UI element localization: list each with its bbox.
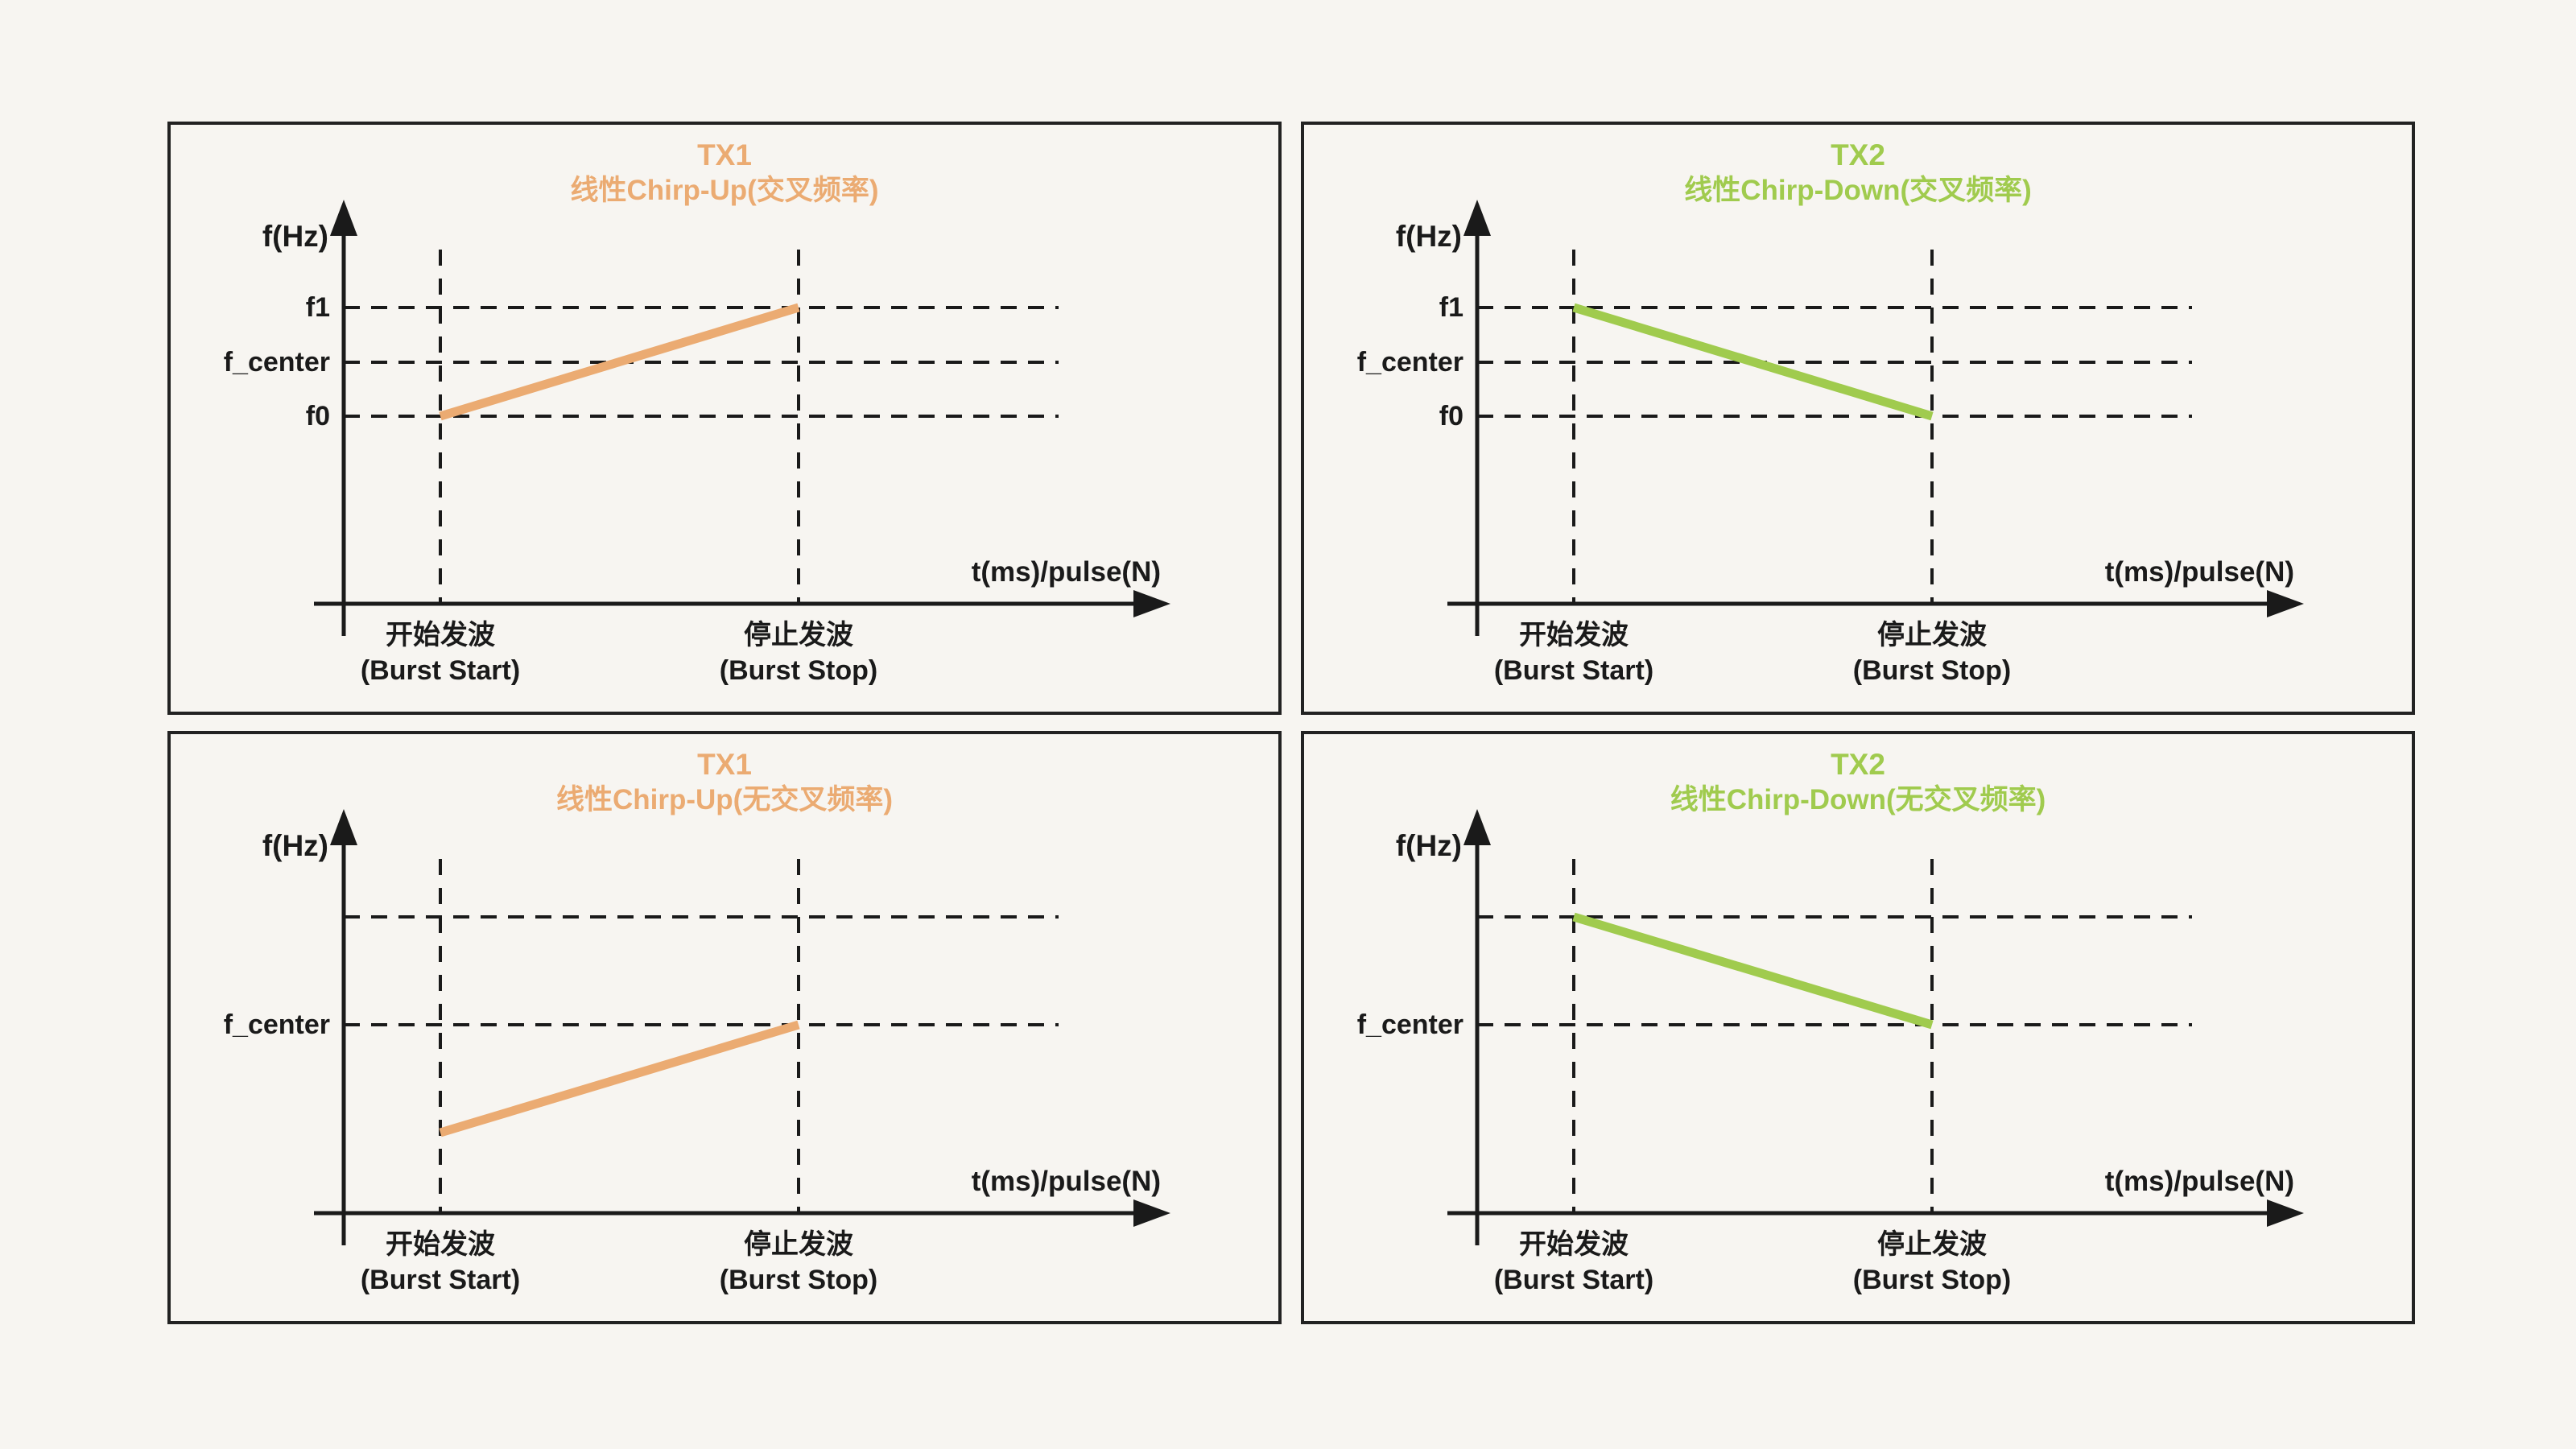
x-axis-label: t(ms)/pulse(N) <box>2104 556 2294 588</box>
burst-stop-en: (Burst Stop) <box>719 655 878 686</box>
chirp-line-tx2-down <box>1572 912 1934 1030</box>
burst-start-zh: 开始发波 <box>1519 620 1629 650</box>
burst-start-en: (Burst Start) <box>360 1265 521 1295</box>
burst-start-en: (Burst Start) <box>1493 1265 1654 1295</box>
burst-start-label: 开始发波 (Burst Start) <box>239 617 642 688</box>
x-axis-arrow-icon <box>2267 1199 2304 1227</box>
x-axis-arrow-icon <box>1133 1199 1170 1227</box>
level-label-f0: f0 <box>305 401 330 431</box>
panel-subtitle: 线性Chirp-Down(无交叉频率) <box>1670 784 2046 815</box>
panel-tx2-chirp-down-no-crossing: TX2 线性Chirp-Down(无交叉频率) f(Hz) f_center t… <box>1301 731 2415 1324</box>
level-label-f-center: f_center <box>223 1009 330 1040</box>
panel-tx1-chirp-up-no-crossing: TX1 线性Chirp-Up(无交叉频率) f(Hz) f_center t(m… <box>167 731 1282 1324</box>
plot-canvas <box>1447 200 2304 636</box>
panel-title: TX2 <box>1831 138 1885 171</box>
y-axis-label: f(Hz) <box>1395 220 1462 253</box>
level-label-f1: f1 <box>1439 292 1463 323</box>
x-axis-label: t(ms)/pulse(N) <box>2104 1166 2294 1197</box>
panel-subtitle: 线性Chirp-Down(交叉频率) <box>1684 175 2032 206</box>
chirp-line-tx1-up <box>439 303 800 421</box>
burst-start-zh: 开始发波 <box>386 1229 495 1260</box>
burst-start-label: 开始发波 (Burst Start) <box>239 1227 642 1298</box>
level-label-f-center: f_center <box>223 347 330 378</box>
x-axis-arrow-icon <box>1133 590 1170 617</box>
burst-stop-zh: 停止发波 <box>1877 620 1987 650</box>
panel-subtitle: 线性Chirp-Up(无交叉频率) <box>555 784 893 815</box>
x-axis-arrow-icon <box>2267 590 2304 617</box>
panel-tx1-chirp-up-crossing: TX1 线性Chirp-Up(交叉频率) f(Hz) f1 f_center f… <box>167 122 1282 715</box>
y-axis-arrow-icon <box>1463 200 1491 236</box>
panel-title-block: TX2 线性Chirp-Down(交叉频率) <box>1304 138 2412 208</box>
plot-canvas <box>1447 809 2304 1245</box>
x-axis-label: t(ms)/pulse(N) <box>971 556 1161 588</box>
y-axis-label: f(Hz) <box>1395 829 1462 862</box>
burst-stop-en: (Burst Stop) <box>1852 655 2012 686</box>
burst-stop-label: 停止发波 (Burst Stop) <box>597 617 1000 688</box>
burst-stop-label: 停止发波 (Burst Stop) <box>597 1227 1000 1298</box>
level-label-f-center: f_center <box>1356 347 1463 378</box>
x-axis-label: t(ms)/pulse(N) <box>971 1166 1161 1197</box>
burst-start-zh: 开始发波 <box>1519 1229 1629 1260</box>
level-label-f1: f1 <box>305 292 330 323</box>
panel-title-block: TX1 线性Chirp-Up(无交叉频率) <box>171 747 1278 818</box>
y-axis-arrow-icon <box>1463 809 1491 845</box>
burst-stop-en: (Burst Stop) <box>1852 1265 2012 1295</box>
burst-stop-zh: 停止发波 <box>744 620 853 650</box>
panel-subtitle: 线性Chirp-Up(交叉频率) <box>570 175 879 206</box>
burst-stop-label: 停止发波 (Burst Stop) <box>1731 1227 2133 1298</box>
burst-start-label: 开始发波 (Burst Start) <box>1373 617 1775 688</box>
panel-title-block: TX1 线性Chirp-Up(交叉频率) <box>171 138 1278 208</box>
burst-stop-zh: 停止发波 <box>1877 1229 1987 1260</box>
burst-start-en: (Burst Start) <box>360 655 521 686</box>
panel-tx2-chirp-down-crossing: TX2 线性Chirp-Down(交叉频率) f(Hz) f1 f_center… <box>1301 122 2415 715</box>
y-axis-arrow-icon <box>330 200 357 236</box>
chirp-line-tx1-up <box>439 1020 800 1137</box>
chirp-line-tx2-down <box>1572 303 1934 421</box>
level-label-f-center: f_center <box>1356 1009 1463 1040</box>
y-axis-label: f(Hz) <box>262 220 328 253</box>
y-axis-label: f(Hz) <box>262 829 328 862</box>
panel-title-block: TX2 线性Chirp-Down(无交叉频率) <box>1304 747 2412 818</box>
burst-start-zh: 开始发波 <box>386 620 495 650</box>
level-label-f0: f0 <box>1439 401 1463 431</box>
y-axis-arrow-icon <box>330 809 357 845</box>
burst-start-en: (Burst Start) <box>1493 655 1654 686</box>
panel-title: TX1 <box>697 138 752 171</box>
panel-title: TX2 <box>1831 748 1885 781</box>
burst-stop-en: (Burst Stop) <box>719 1265 878 1295</box>
burst-stop-label: 停止发波 (Burst Stop) <box>1731 617 2133 688</box>
panel-title: TX1 <box>697 748 752 781</box>
plot-canvas <box>314 809 1170 1245</box>
burst-stop-zh: 停止发波 <box>744 1229 853 1260</box>
plot-canvas <box>314 200 1170 636</box>
burst-start-label: 开始发波 (Burst Start) <box>1373 1227 1775 1298</box>
